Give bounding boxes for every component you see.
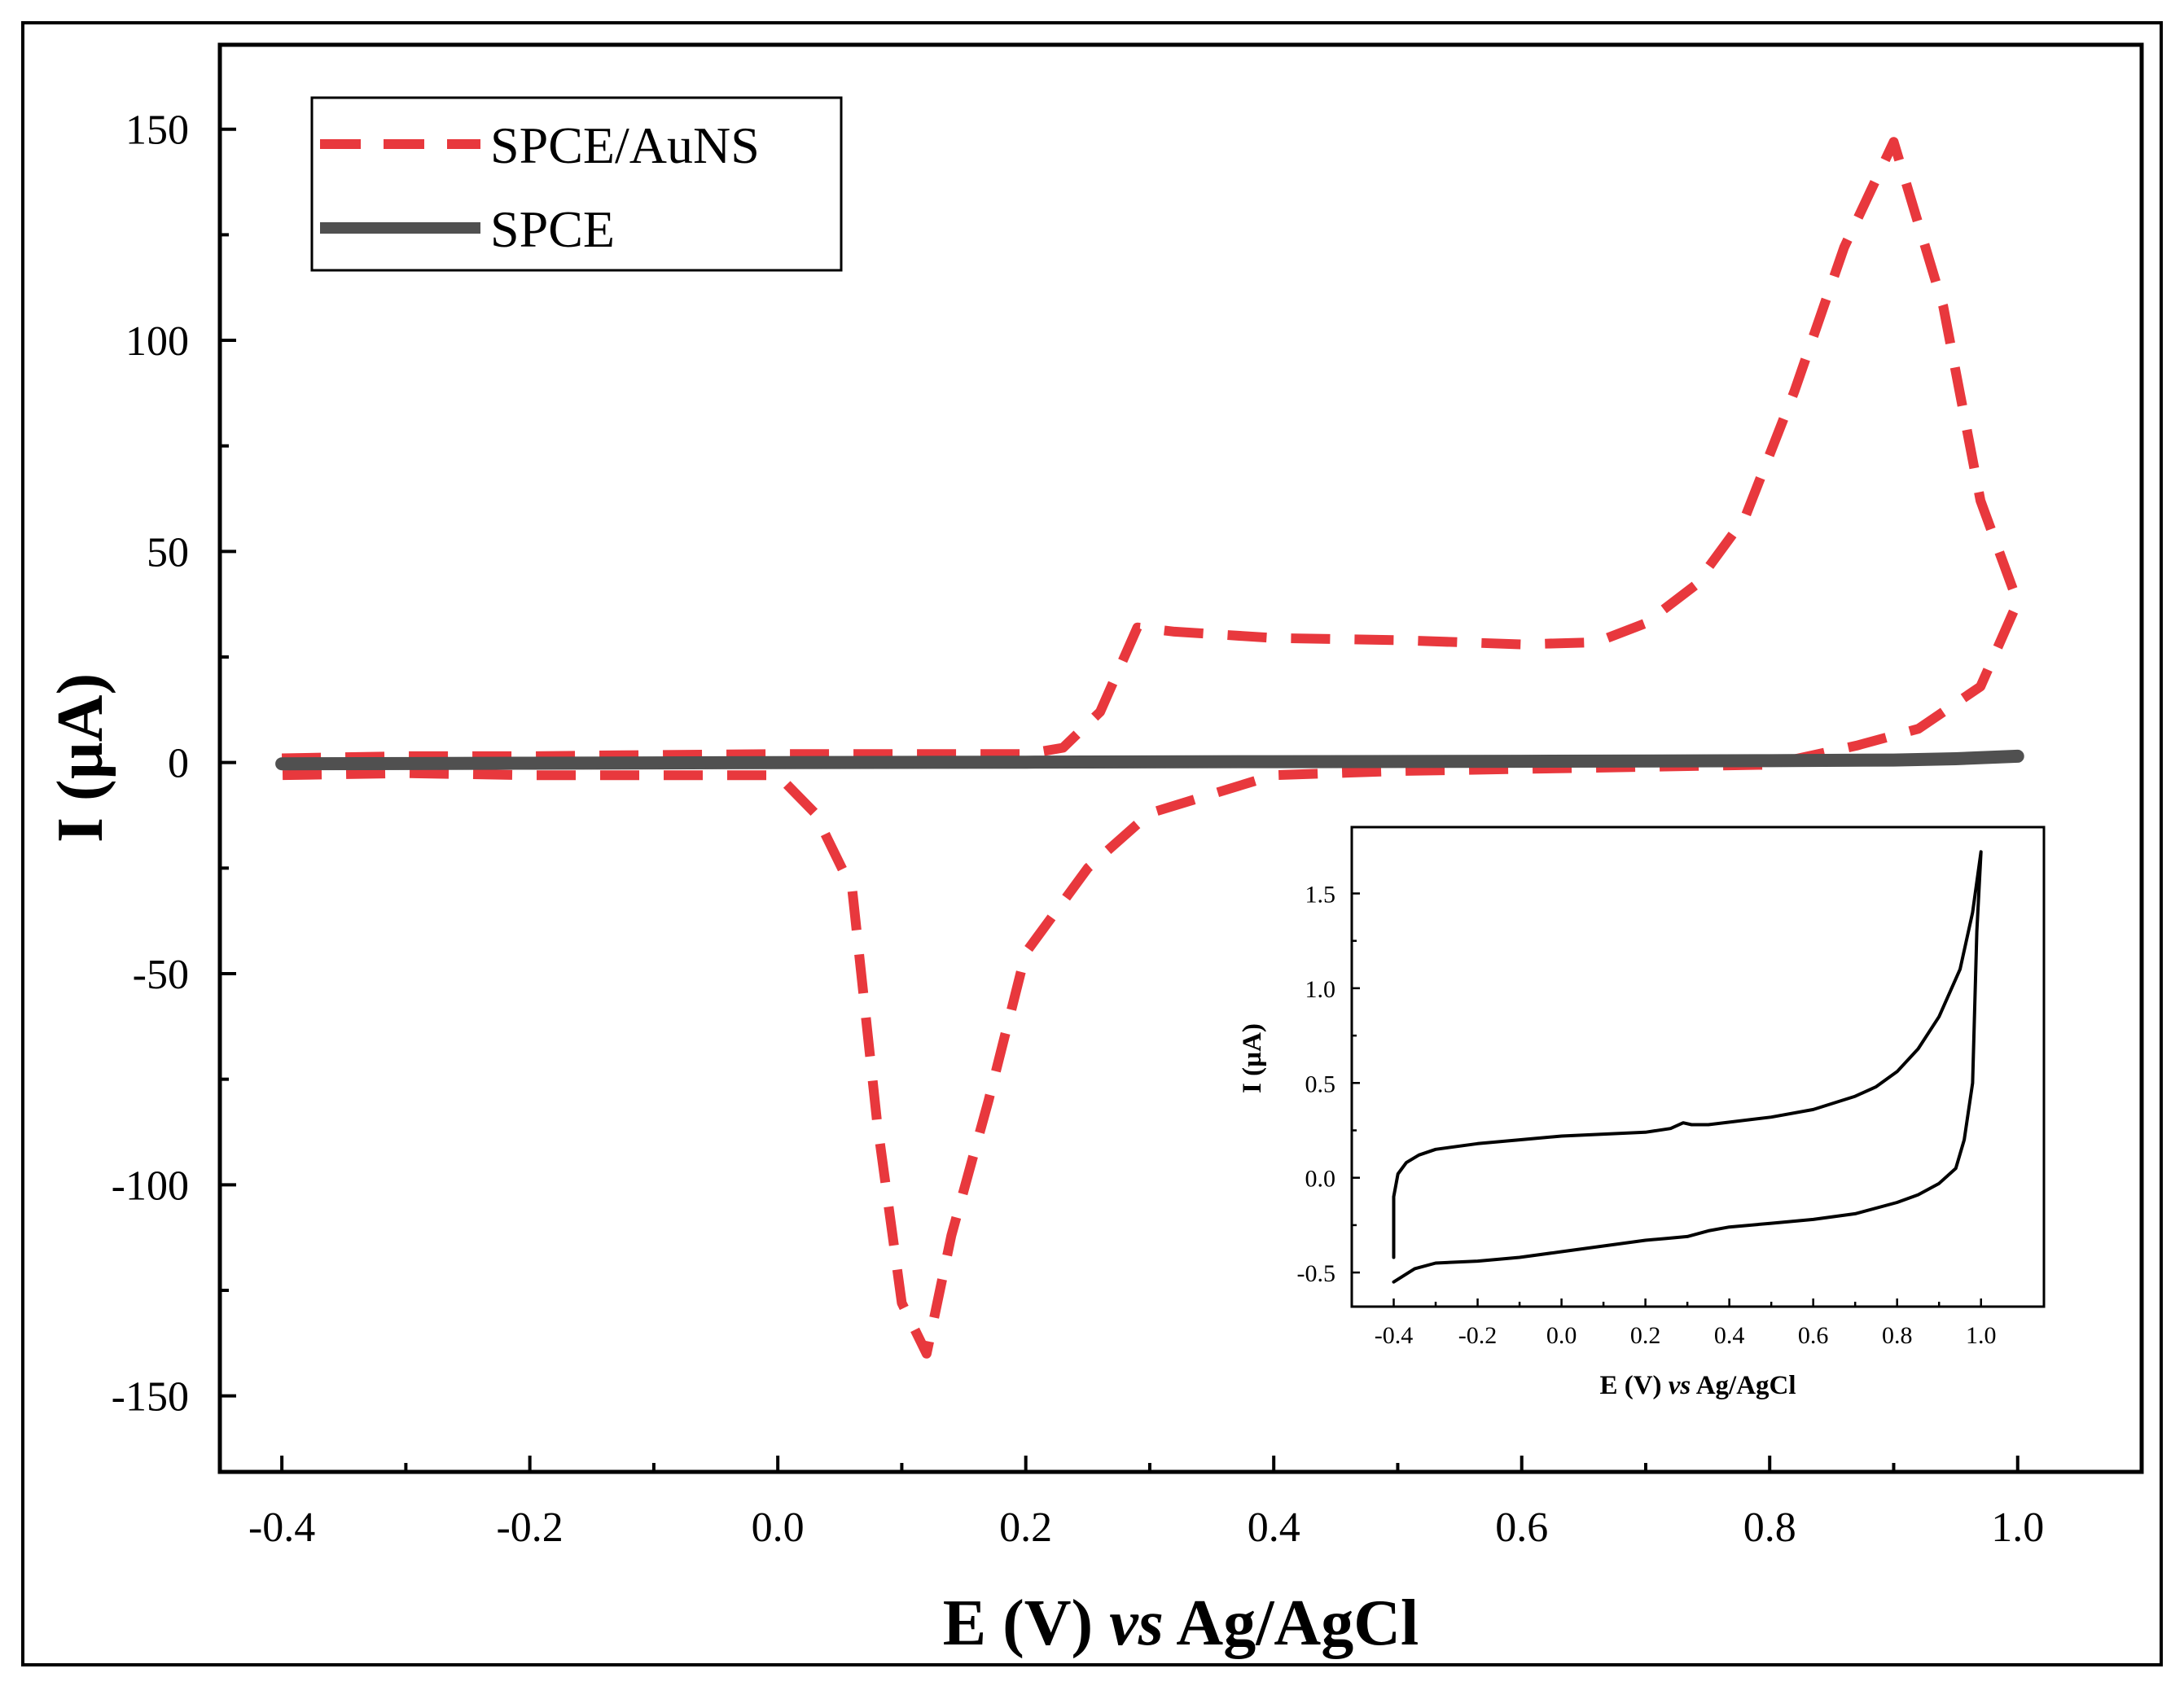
main-y-tick-label: 50 — [147, 529, 189, 576]
inset-x-tick-label: 0.8 — [1882, 1322, 1913, 1349]
inset-x-tick-label: 1.0 — [1966, 1322, 1997, 1349]
legend-box — [310, 96, 843, 272]
inset-x-tick-label: 0.6 — [1798, 1322, 1829, 1349]
inset-y-axis-label: I (µA) — [1238, 1023, 1267, 1093]
inset-series-spce — [1392, 850, 1983, 1284]
main-plot: -0.4 -0.2 0.0 0.2 0.4 0.6 0.8 1.0 -150 -100 -50 0 50… — [45, 42, 2144, 1659]
main-series-spce — [275, 749, 2024, 771]
main-y-axis-label: I (µA) — [45, 673, 116, 843]
inset-y-tick-label: 1.0 — [1305, 976, 1336, 1003]
inset-x-tick-label: -0.2 — [1458, 1322, 1498, 1349]
inset-y-tick-label: 0.5 — [1305, 1071, 1336, 1097]
figure-border — [21, 21, 2163, 1666]
main-axes-frame — [217, 42, 2144, 1474]
main-x-tick-label: 1.0 — [1991, 1504, 2044, 1551]
main-x-tick-label: 0.6 — [1495, 1504, 1548, 1551]
inset-axes-frame — [1350, 825, 2046, 1308]
main-x-tick-label: 0.4 — [1248, 1504, 1300, 1551]
main-x-tick-label: 0.8 — [1743, 1504, 1796, 1551]
inset-x-tick-label: 0.0 — [1546, 1322, 1577, 1349]
main-series — [275, 137, 2024, 1359]
inset-x-tick-label: 0.2 — [1630, 1322, 1661, 1349]
main-x-axis-label: E (V) vs Ag/AgCl — [943, 1587, 1419, 1659]
inset-axes-background — [1352, 827, 2044, 1307]
legend-label-spce: SPCE — [490, 200, 615, 258]
legend: SPCE/AuNS SPCE — [310, 96, 843, 272]
main-x-tick-label: -0.2 — [496, 1504, 563, 1551]
main-x-tick-label: 0.2 — [999, 1504, 1052, 1551]
main-x-tick-label: 0.0 — [752, 1504, 805, 1551]
inset-ticks: -0.4 -0.2 0.0 0.2 0.4 0.6 0.8 1.0 -0.5 0.0 0.5 1.0 1… — [1297, 881, 1997, 1349]
legend-label-spce-aunas: SPCE/AuNS — [490, 116, 760, 174]
main-y-tick-label: -150 — [112, 1374, 189, 1421]
inset-x-axis-label: E (V) vs Ag/AgCl — [1599, 1371, 1796, 1400]
inset-x-tick-label: -0.4 — [1375, 1322, 1414, 1349]
main-y-tick-label: -100 — [112, 1163, 189, 1209]
main-x-tick-label: -0.4 — [248, 1504, 315, 1551]
main-y-tick-label: 100 — [125, 318, 189, 365]
main-y-tick-label: -50 — [133, 952, 189, 998]
inset-x-tick-label: 0.4 — [1714, 1322, 1745, 1349]
inset-y-tick-label: 1.5 — [1305, 881, 1336, 908]
main-series-spce-auns — [281, 137, 2023, 1359]
inset-y-tick-label: 0.0 — [1305, 1166, 1336, 1193]
main-y-tick-label: 150 — [125, 107, 189, 154]
inset-series — [1392, 850, 1983, 1284]
main-y-tick-label: 0 — [168, 741, 189, 787]
inset-y-tick-label: -0.5 — [1297, 1260, 1336, 1287]
main-ticks: -0.4 -0.2 0.0 0.2 0.4 0.6 0.8 1.0 -150 -100 -50 0 50… — [112, 107, 2045, 1551]
inset-plot: -0.4 -0.2 0.0 0.2 0.4 0.6 0.8 1.0 -0.5 0.0 0.5 1.0 1… — [1238, 825, 2046, 1400]
